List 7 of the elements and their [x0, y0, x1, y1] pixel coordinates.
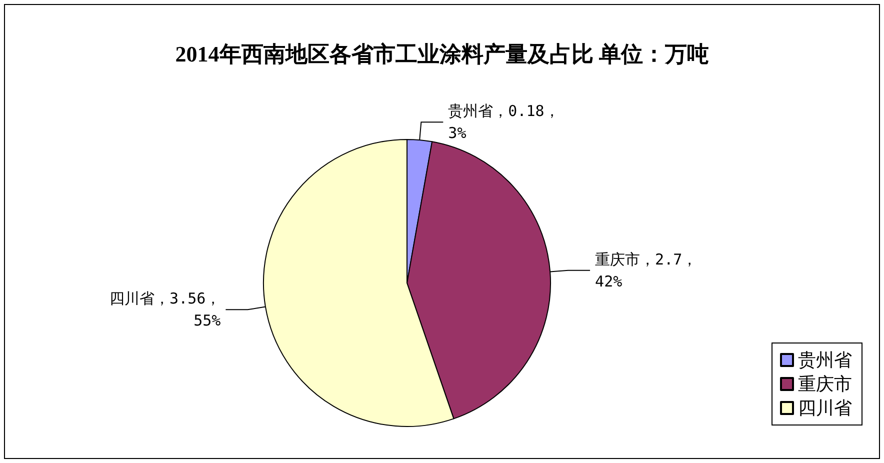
data-label: 重庆市，2.7， 42% [595, 250, 698, 290]
chart-title: 2014年西南地区各省市工业涂料产量及占比 单位：万吨 [175, 42, 709, 66]
legend-label: 重庆市 [798, 374, 852, 394]
legend-label: 贵州省 [798, 350, 852, 370]
legend-label: 四川省 [798, 398, 852, 418]
data-label: 贵州省，0.18， 3% [448, 102, 560, 142]
data-label: 四川省，3.56， 55% [110, 290, 221, 330]
